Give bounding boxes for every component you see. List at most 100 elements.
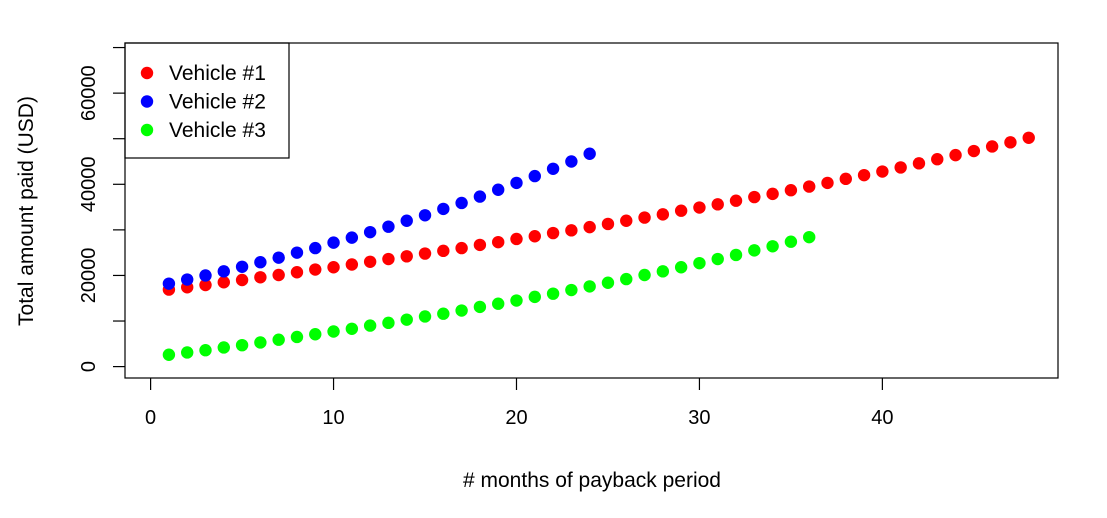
data-point — [309, 328, 322, 341]
y-tick-label: 0 — [78, 361, 100, 372]
data-point — [748, 244, 761, 257]
series-2 — [162, 147, 596, 290]
data-points — [162, 131, 1035, 361]
data-point — [235, 260, 249, 273]
legend-marker — [140, 123, 154, 137]
y-tick-label: 40000 — [78, 156, 100, 212]
data-point — [674, 261, 688, 274]
data-point — [235, 273, 249, 287]
data-point — [217, 276, 230, 289]
data-point — [181, 346, 194, 359]
data-point — [510, 294, 523, 307]
data-point — [473, 190, 487, 203]
data-point — [455, 196, 468, 210]
data-point — [601, 276, 615, 289]
x-tick-label: 10 — [322, 407, 344, 429]
data-point — [473, 300, 487, 314]
data-point — [729, 194, 743, 207]
x-axis-title: # months of payback period — [463, 469, 721, 492]
data-point — [492, 297, 505, 310]
data-point — [199, 278, 212, 292]
data-point — [199, 269, 212, 282]
data-point — [272, 333, 285, 346]
data-point — [693, 256, 706, 270]
data-point — [199, 343, 212, 357]
data-point — [363, 255, 377, 268]
data-point — [803, 180, 816, 193]
legend-label: Vehicle #1 — [169, 62, 266, 85]
x-tick-label: 40 — [871, 407, 893, 429]
legend: Vehicle #1 Vehicle #2 Vehicle #3 — [124, 42, 290, 159]
data-point — [345, 258, 359, 271]
y-tick-label: 60000 — [78, 65, 100, 121]
data-point — [418, 247, 432, 260]
data-point — [455, 241, 468, 255]
data-point — [546, 226, 560, 240]
data-point — [620, 214, 633, 227]
data-point — [217, 265, 230, 278]
data-point — [309, 263, 322, 276]
data-point — [784, 184, 798, 197]
data-point — [327, 261, 340, 274]
data-point — [437, 202, 450, 216]
data-point — [601, 217, 615, 231]
data-point — [382, 252, 395, 266]
data-point — [272, 251, 285, 264]
data-point — [565, 283, 578, 297]
data-point — [162, 348, 176, 361]
data-point — [162, 277, 176, 290]
x-tick-label: 20 — [505, 407, 527, 429]
data-point — [949, 148, 962, 162]
data-point — [656, 265, 670, 278]
data-point — [437, 244, 450, 258]
data-point — [565, 155, 578, 168]
data-point — [967, 144, 981, 158]
data-point — [894, 161, 907, 174]
data-point — [766, 187, 779, 201]
data-point — [254, 271, 267, 284]
data-point — [839, 172, 852, 186]
data-point — [711, 252, 724, 266]
data-point — [418, 209, 432, 222]
data-point — [748, 190, 761, 204]
data-point — [418, 310, 432, 323]
data-point — [583, 147, 596, 160]
data-point — [912, 157, 926, 170]
data-point — [473, 238, 487, 252]
data-point — [546, 162, 560, 175]
data-point — [382, 220, 395, 233]
data-point — [583, 220, 596, 234]
legend-marker — [140, 66, 154, 80]
data-point — [857, 168, 871, 182]
data-point — [693, 201, 706, 214]
data-point — [492, 183, 505, 196]
data-point — [803, 230, 816, 244]
data-point — [985, 140, 999, 153]
data-point — [400, 313, 413, 326]
x-tick-label: 0 — [145, 407, 156, 429]
data-point — [565, 224, 578, 237]
x-axis: 0 10 20 30 40 — [145, 378, 894, 429]
data-point — [1022, 131, 1035, 145]
data-point — [382, 316, 395, 330]
legend-label: Vehicle #2 — [169, 91, 266, 114]
data-point — [217, 341, 230, 354]
data-point — [492, 235, 505, 249]
data-point — [1004, 136, 1017, 149]
data-point — [254, 256, 267, 269]
plot-frame — [124, 42, 1059, 379]
data-point — [729, 248, 743, 262]
data-point — [290, 246, 304, 259]
data-point — [821, 176, 834, 190]
data-point — [327, 236, 340, 249]
data-point — [766, 240, 779, 253]
series-3 — [162, 230, 816, 361]
data-point — [363, 225, 377, 239]
data-point — [711, 198, 724, 211]
data-point — [931, 153, 944, 166]
data-point — [510, 176, 523, 190]
data-point — [546, 287, 560, 300]
data-point — [309, 241, 322, 255]
